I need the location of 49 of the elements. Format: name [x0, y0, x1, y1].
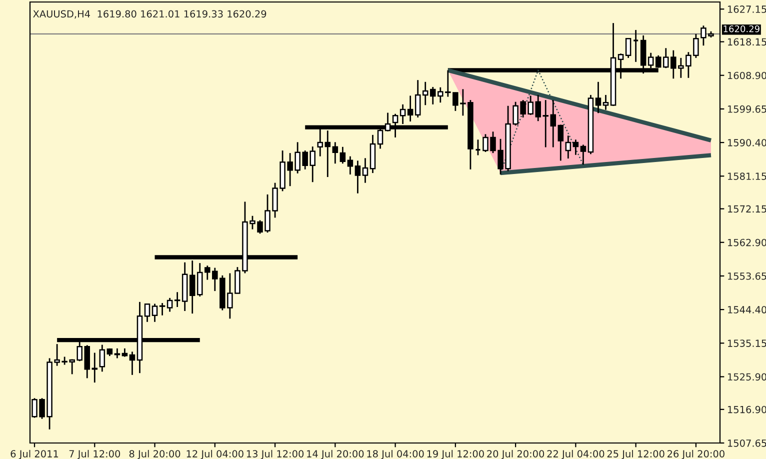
x-tick-label: 6 Jul 2011 — [10, 450, 58, 459]
candlestick — [174, 291, 180, 308]
x-tick-label: 14 Jul 20:00 — [307, 450, 364, 459]
candlestick — [595, 81, 602, 114]
y-tick-label: 1535.15 — [728, 340, 766, 347]
candlestick — [347, 156, 354, 176]
y-tick-label: 1572.15 — [728, 205, 766, 213]
candlestick — [99, 344, 106, 372]
x-tick-label: 19 Jul 12:00 — [427, 450, 484, 459]
candlestick — [558, 124, 564, 162]
candlestick — [159, 302, 166, 316]
candlestick — [565, 134, 572, 160]
candlestick — [572, 138, 579, 156]
x-tick-label: 8 Jul 20:00 — [129, 450, 180, 459]
candlestick — [580, 144, 586, 166]
candlestick — [362, 157, 368, 184]
x-tick-label: 22 Jul 04:00 — [547, 450, 604, 459]
x-tick-label: 7 Jul 12:00 — [69, 450, 120, 459]
y-tick-label: 1599.65 — [728, 105, 766, 113]
x-tick-label: 13 Jul 12:00 — [246, 450, 304, 459]
x-tick-label: 18 Jul 04:00 — [367, 450, 424, 459]
candlestick — [632, 29, 639, 63]
text: XAUUSD,H4 1619.80 1621.01 1619.33 1620.29 — [33, 10, 266, 19]
candlestick — [196, 262, 203, 298]
candlestick — [414, 79, 421, 118]
y-tick-label: 1581.15 — [728, 172, 766, 180]
candlestick — [407, 94, 414, 122]
y-tick-label: 1507.65 — [728, 439, 766, 447]
candlestick — [114, 348, 120, 359]
candlestick — [332, 141, 338, 164]
x-tick-label: 12 Jul 04:00 — [186, 450, 244, 459]
x-tick-label: 20 Jul 20:00 — [487, 450, 544, 459]
candlestick — [354, 160, 361, 194]
candlestick — [129, 350, 136, 376]
x-tick-label: 25 Jul 12:00 — [607, 450, 664, 459]
candlestick — [602, 94, 609, 111]
x-tick-label: 26 Jul 20:00 — [668, 450, 724, 459]
candlestick — [550, 99, 556, 148]
candlestick — [422, 81, 428, 106]
candlestick — [474, 138, 482, 156]
candlestick — [144, 303, 150, 323]
candlestick — [625, 38, 632, 59]
y-tick-label: 1618.15 — [728, 38, 766, 46]
y-tick-label: 1553.65 — [728, 272, 766, 280]
y-tick-label: 1627.15 — [728, 6, 766, 13]
ref-line-label: 1620.29 — [724, 25, 760, 32]
candlestick — [340, 146, 346, 164]
candlestick — [166, 297, 173, 312]
candlestick — [152, 303, 158, 323]
